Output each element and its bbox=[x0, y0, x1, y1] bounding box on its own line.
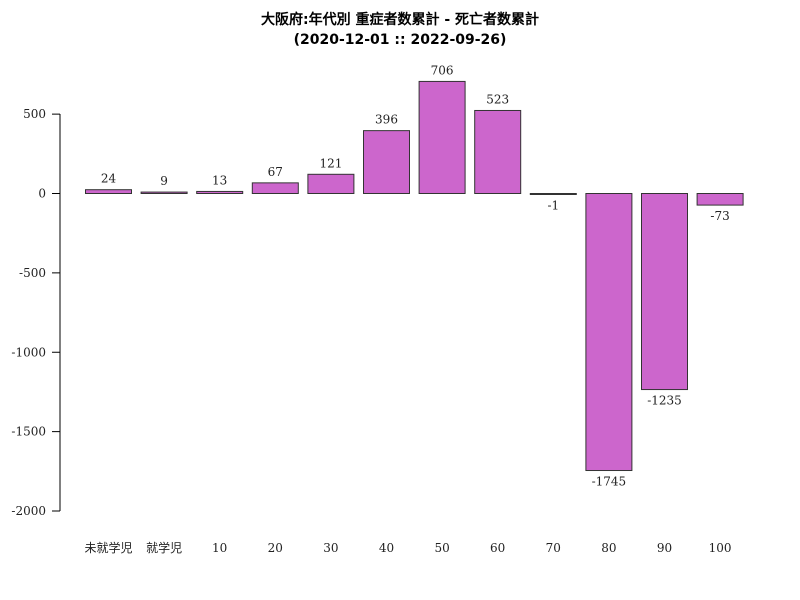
x-tick-label: 60 bbox=[490, 541, 505, 555]
bar bbox=[418, 80, 466, 194]
bar-value-label: 396 bbox=[375, 113, 398, 127]
bar bbox=[641, 193, 688, 391]
y-axis-ticks: 500 0 -500 -1000 -1500 -2000 bbox=[11, 107, 60, 518]
bar-value-label: 523 bbox=[486, 92, 509, 106]
x-tick-label: 30 bbox=[323, 541, 338, 555]
x-tick-label: 就学児 bbox=[146, 540, 182, 555]
chart-title: 大阪府:年代別 重症者数累計 - 死亡者数累計 bbox=[260, 12, 540, 28]
y-tick-label: -1000 bbox=[11, 345, 46, 359]
bar-value-label: 121 bbox=[319, 156, 342, 170]
x-tick-label: 10 bbox=[212, 541, 227, 555]
bar-value-label: -1235 bbox=[647, 394, 682, 408]
bar bbox=[251, 182, 299, 195]
bar-value-label: 24 bbox=[101, 172, 117, 186]
y-tick-label: 500 bbox=[23, 107, 46, 121]
x-tick-label: 70 bbox=[546, 541, 561, 555]
x-tick-label: 未就学児 bbox=[84, 540, 132, 555]
bar-value-label: 9 bbox=[160, 174, 168, 188]
x-tick-label: 100 bbox=[709, 541, 732, 555]
x-tick-label: 90 bbox=[657, 541, 672, 555]
bar-value-label: -73 bbox=[710, 209, 729, 223]
chart-subtitle: (2020-12-01 :: 2022-09-26) bbox=[293, 32, 507, 48]
y-tick-label: -500 bbox=[19, 266, 46, 280]
x-tick-label: 50 bbox=[434, 541, 449, 555]
bar bbox=[363, 130, 410, 194]
bar-value-label: 706 bbox=[431, 63, 454, 77]
y-tick-label: -1500 bbox=[11, 425, 46, 439]
y-tick-label: -2000 bbox=[11, 504, 46, 518]
bar-value-label: 13 bbox=[212, 173, 227, 187]
bar bbox=[529, 193, 577, 195]
bars: 24 9 13 67 121 396 706 523 -1 -1745 -1235 -73 bbox=[85, 63, 744, 489]
bar-value-label: 67 bbox=[268, 165, 283, 179]
bar bbox=[696, 193, 744, 206]
bar bbox=[474, 109, 522, 194]
bar bbox=[196, 190, 244, 194]
bar bbox=[307, 173, 355, 194]
x-tick-label: 80 bbox=[601, 541, 616, 555]
x-tick-label: 40 bbox=[379, 541, 394, 555]
y-tick-label: 0 bbox=[38, 187, 46, 201]
x-tick-label: 20 bbox=[268, 541, 283, 555]
bar bbox=[140, 191, 188, 194]
bar bbox=[85, 189, 132, 195]
bar-value-label: -1745 bbox=[592, 475, 627, 489]
x-axis-labels: 未就学児 就学児 10 20 30 40 50 60 70 80 90 100 bbox=[84, 540, 731, 555]
bar bbox=[585, 193, 633, 472]
bar-value-label: -1 bbox=[547, 199, 559, 213]
